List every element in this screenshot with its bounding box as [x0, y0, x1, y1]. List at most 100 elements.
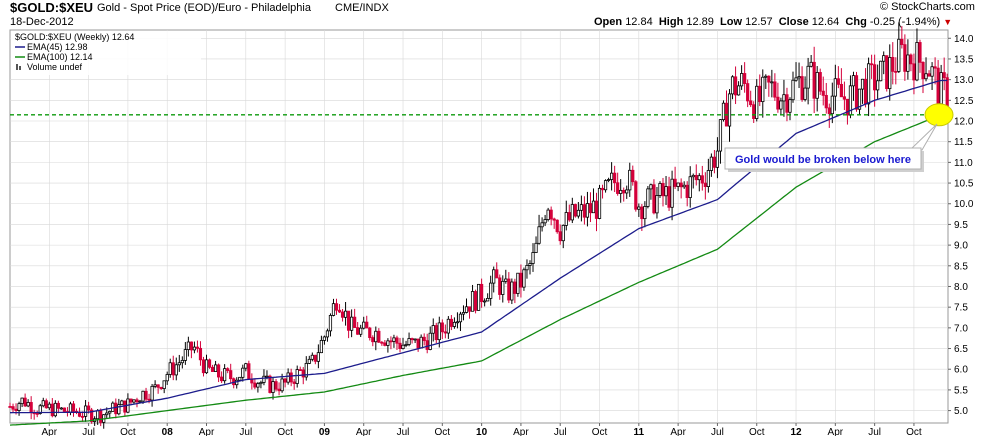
- candle-body: [334, 303, 339, 311]
- candle-body: [770, 81, 774, 84]
- candle-body: [304, 362, 308, 378]
- high-value: 12.89: [686, 16, 714, 28]
- close-value: 12.64: [811, 16, 840, 28]
- candle-body: [159, 386, 163, 389]
- candle-body: [422, 336, 426, 342]
- y-tick-label: 12.5: [954, 96, 974, 107]
- candle-body: [888, 57, 892, 90]
- low-label: Low: [720, 16, 743, 28]
- candle-body: [35, 412, 39, 415]
- down-arrow-icon: ▼: [943, 17, 953, 27]
- candle-body: [283, 378, 287, 383]
- legend-bg: [11, 31, 201, 75]
- candle-body: [507, 278, 511, 301]
- candle-body: [688, 176, 692, 198]
- candle-body: [443, 331, 447, 334]
- candle-body: [582, 204, 587, 218]
- candle-body: [156, 384, 160, 388]
- brand-label: © StockCharts.com: [880, 1, 975, 13]
- candle-body: [383, 342, 387, 346]
- candle-body: [879, 60, 883, 82]
- candle-body: [53, 402, 57, 417]
- candle-body: [256, 383, 260, 388]
- chg-label: Chg: [845, 16, 867, 28]
- candle-body: [117, 404, 121, 415]
- plot-frame: [9, 29, 949, 424]
- candle-body: [71, 403, 76, 412]
- candle-body: [277, 388, 281, 392]
- candle-body: [625, 189, 629, 194]
- legend-item-ema45: EMA(45) 12.98: [27, 42, 88, 52]
- candle-body: [528, 263, 532, 266]
- candle-body: [797, 76, 801, 79]
- candle-body: [343, 310, 348, 318]
- candle-body: [201, 359, 206, 374]
- candle-body: [192, 346, 197, 351]
- x-tick-label: Jul: [82, 427, 95, 436]
- candle-body: [210, 366, 215, 372]
- legend-item-price: $GOLD:$XEU (Weekly) 12.64: [15, 32, 134, 42]
- candle-body: [658, 183, 662, 196]
- candle-body: [189, 341, 193, 351]
- candle-body: [703, 182, 707, 188]
- callout-box: [724, 147, 922, 170]
- candle-body: [706, 170, 710, 188]
- x-tick-label: Oct: [435, 427, 451, 436]
- candle-body: [56, 402, 60, 409]
- chart-exchange: CME/INDX: [335, 2, 389, 14]
- candle-body: [697, 175, 701, 181]
- quote-bar: Open 12.84 High 12.89 Low 12.57 Close 12…: [594, 16, 952, 28]
- candle-body: [171, 362, 175, 376]
- candle-body: [177, 362, 181, 366]
- candle-body: [331, 303, 336, 316]
- candle-body: [709, 156, 713, 171]
- candle-body: [740, 73, 744, 87]
- candle-body: [803, 87, 807, 100]
- x-tick-label: Jul: [868, 427, 881, 436]
- candle-body: [150, 385, 154, 401]
- candle-body: [930, 66, 934, 77]
- candle-body: [105, 412, 109, 416]
- x-tick-label: 08: [162, 427, 174, 436]
- candle-body: [736, 85, 741, 96]
- candle-body: [863, 78, 868, 105]
- candle-body: [927, 73, 931, 77]
- candle-body: [132, 399, 136, 403]
- x-tick-label: Apr: [828, 427, 844, 436]
- candle-body: [241, 367, 245, 378]
- candle-body: [23, 397, 27, 407]
- candle-body: [616, 182, 620, 194]
- candle-body: [749, 100, 753, 106]
- candle-body: [821, 90, 825, 96]
- x-tick-label: Jul: [239, 427, 252, 436]
- candle-body: [425, 340, 429, 350]
- candle-body: [809, 61, 813, 67]
- x-tick-label: 10: [476, 427, 488, 436]
- y-tick-label: 10.5: [954, 179, 974, 190]
- candle-body: [337, 309, 342, 313]
- candle-body: [455, 321, 460, 324]
- candle-body: [168, 362, 172, 375]
- x-tick-label: 12: [790, 427, 802, 436]
- candle-body: [691, 174, 695, 178]
- candle-body: [570, 204, 574, 221]
- candle-body: [903, 44, 907, 72]
- legend-item-volume: Volume undef: [27, 62, 83, 72]
- x-tick-label: Jul: [711, 427, 724, 436]
- candle-body: [906, 54, 910, 72]
- y-tick-label: 13.5: [954, 54, 974, 65]
- candle-body: [313, 354, 317, 362]
- candle-body: [588, 203, 593, 214]
- candle-body: [603, 180, 608, 191]
- candle-body: [247, 363, 251, 380]
- candle-body: [555, 219, 559, 233]
- candle-body: [643, 206, 647, 220]
- high-label: High: [658, 16, 684, 28]
- legend-swatch-volume: [16, 64, 18, 70]
- candle-body: [90, 409, 94, 422]
- y-tick-label: 5.5: [954, 385, 968, 396]
- candle-body: [217, 364, 221, 378]
- candle-body: [652, 184, 656, 214]
- y-axis: 5.0 5.5 6.0 6.5 7.0 7.5 8.0 8.5 9.0 9.5 10.0 10.5 11…: [948, 34, 974, 417]
- legend: $GOLD:$XEU (Weekly) 12.64 EMA(45) 12.98 …: [11, 31, 201, 75]
